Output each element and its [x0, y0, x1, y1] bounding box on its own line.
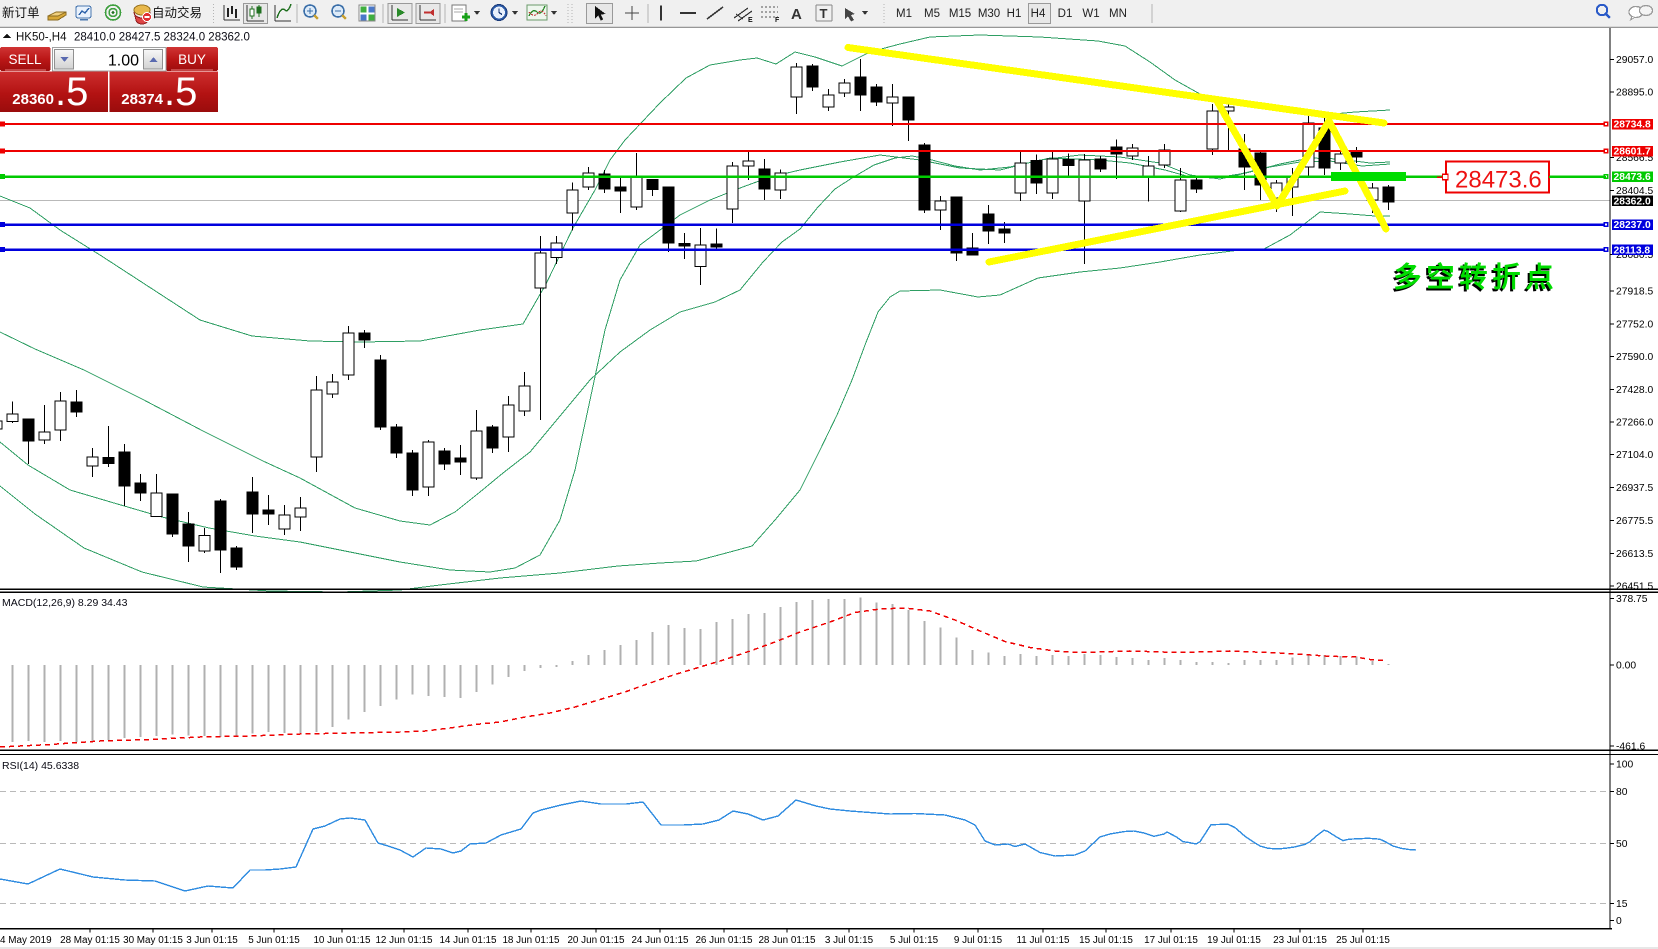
svg-text:17 Jul 01:15: 17 Jul 01:15 — [1144, 935, 1198, 946]
svg-text:多空转折点: 多空转折点 — [1392, 263, 1557, 296]
svg-text:-461.6: -461.6 — [1616, 742, 1645, 753]
svg-text:T: T — [820, 6, 828, 21]
svg-text:BUY: BUY — [178, 52, 206, 67]
svg-text:20 Jun 01:15: 20 Jun 01:15 — [567, 935, 625, 946]
svg-text:H4: H4 — [1031, 8, 1046, 20]
svg-text:28473.6: 28473.6 — [1614, 172, 1651, 183]
svg-text:E: E — [748, 17, 753, 24]
svg-text:4 May 2019: 4 May 2019 — [0, 935, 52, 946]
svg-text:15: 15 — [1616, 899, 1628, 910]
svg-text:M15: M15 — [949, 8, 971, 20]
svg-text:24 Jun 01:15: 24 Jun 01:15 — [631, 935, 689, 946]
svg-text:28113.8: 28113.8 — [1614, 245, 1651, 256]
svg-text:M5: M5 — [924, 8, 940, 20]
svg-text:18 Jun 01:15: 18 Jun 01:15 — [502, 935, 560, 946]
svg-text:11 Jul 01:15: 11 Jul 01:15 — [1016, 935, 1070, 946]
svg-text:M30: M30 — [978, 8, 1000, 20]
svg-text:.5: .5 — [164, 70, 197, 114]
svg-text:27266.0: 27266.0 — [1616, 418, 1653, 429]
svg-text:15 Jul 01:15: 15 Jul 01:15 — [1079, 935, 1133, 946]
svg-text:14 Jun 01:15: 14 Jun 01:15 — [439, 935, 497, 946]
svg-text:0.00: 0.00 — [1616, 660, 1636, 671]
svg-text:HK50-,H4: HK50-,H4 — [16, 32, 67, 44]
svg-text:.5: .5 — [55, 70, 88, 114]
svg-text:28404.5: 28404.5 — [1616, 186, 1653, 197]
svg-text:19 Jul 01:15: 19 Jul 01:15 — [1207, 935, 1261, 946]
svg-text:378.75: 378.75 — [1616, 594, 1648, 605]
svg-text:1.00: 1.00 — [108, 53, 139, 70]
svg-text:28895.0: 28895.0 — [1616, 88, 1653, 99]
svg-text:26775.5: 26775.5 — [1616, 516, 1653, 527]
svg-text:26937.5: 26937.5 — [1616, 483, 1653, 494]
svg-text:SELL: SELL — [8, 52, 42, 67]
svg-text:D1: D1 — [1058, 8, 1073, 20]
svg-text:新订单: 新订单 — [2, 5, 40, 20]
svg-text:28734.8: 28734.8 — [1614, 120, 1651, 131]
svg-text:23 Jul 01:15: 23 Jul 01:15 — [1273, 935, 1327, 946]
svg-text:50: 50 — [1616, 839, 1628, 850]
svg-text:MN: MN — [1109, 8, 1127, 20]
svg-text:RSI(14) 45.6338: RSI(14) 45.6338 — [2, 760, 79, 772]
svg-text:10 Jun 01:15: 10 Jun 01:15 — [313, 935, 371, 946]
svg-text:80: 80 — [1616, 787, 1628, 798]
svg-text:27752.0: 27752.0 — [1616, 319, 1653, 330]
svg-text:26 Jun 01:15: 26 Jun 01:15 — [695, 935, 753, 946]
svg-text:3 Jun 01:15: 3 Jun 01:15 — [186, 935, 238, 946]
svg-text:9 Jul 01:15: 9 Jul 01:15 — [954, 935, 1003, 946]
svg-text:5 Jul 01:15: 5 Jul 01:15 — [890, 935, 939, 946]
svg-text:28410.0 28427.5 28324.0 28362.: 28410.0 28427.5 28324.0 28362.0 — [74, 32, 250, 44]
svg-text:27590.0: 27590.0 — [1616, 352, 1653, 363]
svg-text:26613.5: 26613.5 — [1616, 549, 1653, 560]
svg-text:3 Jul 01:15: 3 Jul 01:15 — [825, 935, 874, 946]
svg-text:100: 100 — [1616, 760, 1633, 771]
svg-text:25 Jul 01:15: 25 Jul 01:15 — [1336, 935, 1390, 946]
svg-text:26451.5: 26451.5 — [1616, 582, 1653, 593]
svg-text:MACD(12,26,9) 8.29 34.43: MACD(12,26,9) 8.29 34.43 — [2, 597, 128, 609]
svg-text:28374: 28374 — [121, 91, 163, 108]
svg-text:多空转折点: 多空转折点 — [1394, 261, 1559, 294]
svg-text:28362.0: 28362.0 — [1614, 196, 1651, 207]
svg-text:28360: 28360 — [12, 91, 54, 108]
svg-text:A: A — [791, 6, 802, 23]
svg-text:28566.5: 28566.5 — [1616, 153, 1653, 164]
svg-text:30 May 01:15: 30 May 01:15 — [123, 935, 183, 946]
svg-text:28601.7: 28601.7 — [1614, 147, 1651, 158]
svg-text:5 Jun 01:15: 5 Jun 01:15 — [248, 935, 300, 946]
svg-text:29057.0: 29057.0 — [1616, 55, 1653, 66]
svg-text:28 Jun 01:15: 28 Jun 01:15 — [758, 935, 816, 946]
svg-text:M1: M1 — [896, 8, 912, 20]
svg-text:H1: H1 — [1007, 8, 1022, 20]
svg-text:F: F — [775, 17, 780, 24]
svg-text:自动交易: 自动交易 — [152, 5, 202, 20]
svg-text:0: 0 — [1616, 916, 1622, 927]
svg-text:28080.5: 28080.5 — [1616, 250, 1653, 261]
svg-text:27104.0: 27104.0 — [1616, 450, 1653, 461]
svg-text:W1: W1 — [1082, 8, 1099, 20]
svg-text:28473.6: 28473.6 — [1455, 167, 1542, 194]
svg-text:28 May 01:15: 28 May 01:15 — [60, 935, 120, 946]
svg-text:28237.0: 28237.0 — [1614, 220, 1651, 231]
svg-text:27918.5: 27918.5 — [1616, 287, 1653, 298]
svg-text:27428.0: 27428.0 — [1616, 385, 1653, 396]
svg-text:12 Jun 01:15: 12 Jun 01:15 — [375, 935, 433, 946]
